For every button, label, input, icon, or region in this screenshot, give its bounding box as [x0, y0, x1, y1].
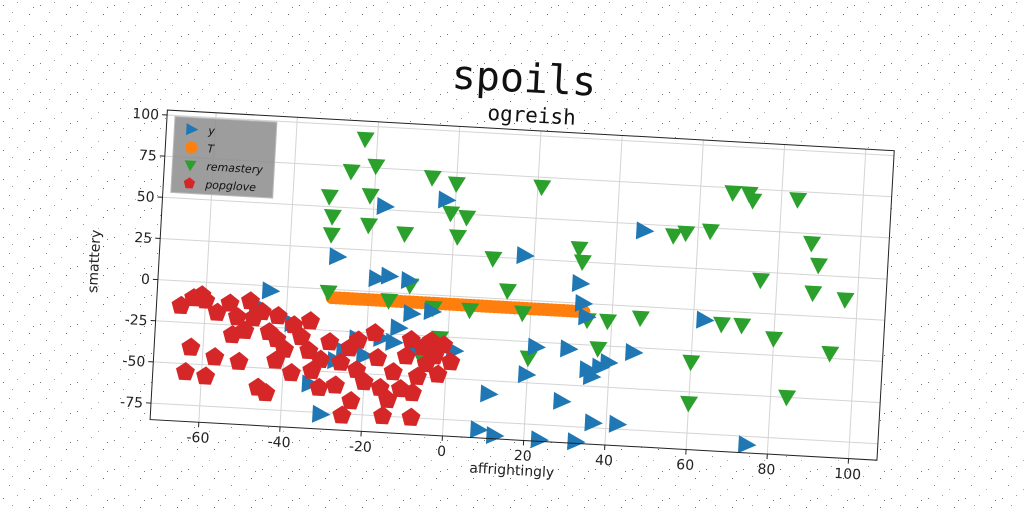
x-tick-label: 80: [757, 462, 776, 479]
x-tick-label: 100: [834, 466, 862, 483]
y-tick-label: -25: [124, 312, 148, 329]
x-tick-label: 60: [676, 457, 695, 474]
y-tick-label: 75: [139, 148, 158, 165]
y-tick-label: -50: [122, 353, 146, 370]
y-tick-label: 25: [134, 230, 153, 247]
y-tick-label: 100: [132, 106, 160, 123]
legend-label: y: [207, 124, 216, 137]
chart-title: ogreish: [487, 101, 577, 130]
x-tick-label: -60: [186, 430, 210, 447]
y-tick-label: 0: [141, 272, 151, 288]
x-tick-label: -40: [267, 434, 291, 451]
suptitle: spoils: [451, 52, 598, 105]
y-tick-label: -75: [120, 394, 144, 411]
x-tick-label: 40: [595, 452, 614, 469]
x-tick-label: 0: [437, 444, 447, 460]
x-tick-label: -20: [348, 439, 372, 456]
y-tick-label: 50: [136, 189, 155, 206]
